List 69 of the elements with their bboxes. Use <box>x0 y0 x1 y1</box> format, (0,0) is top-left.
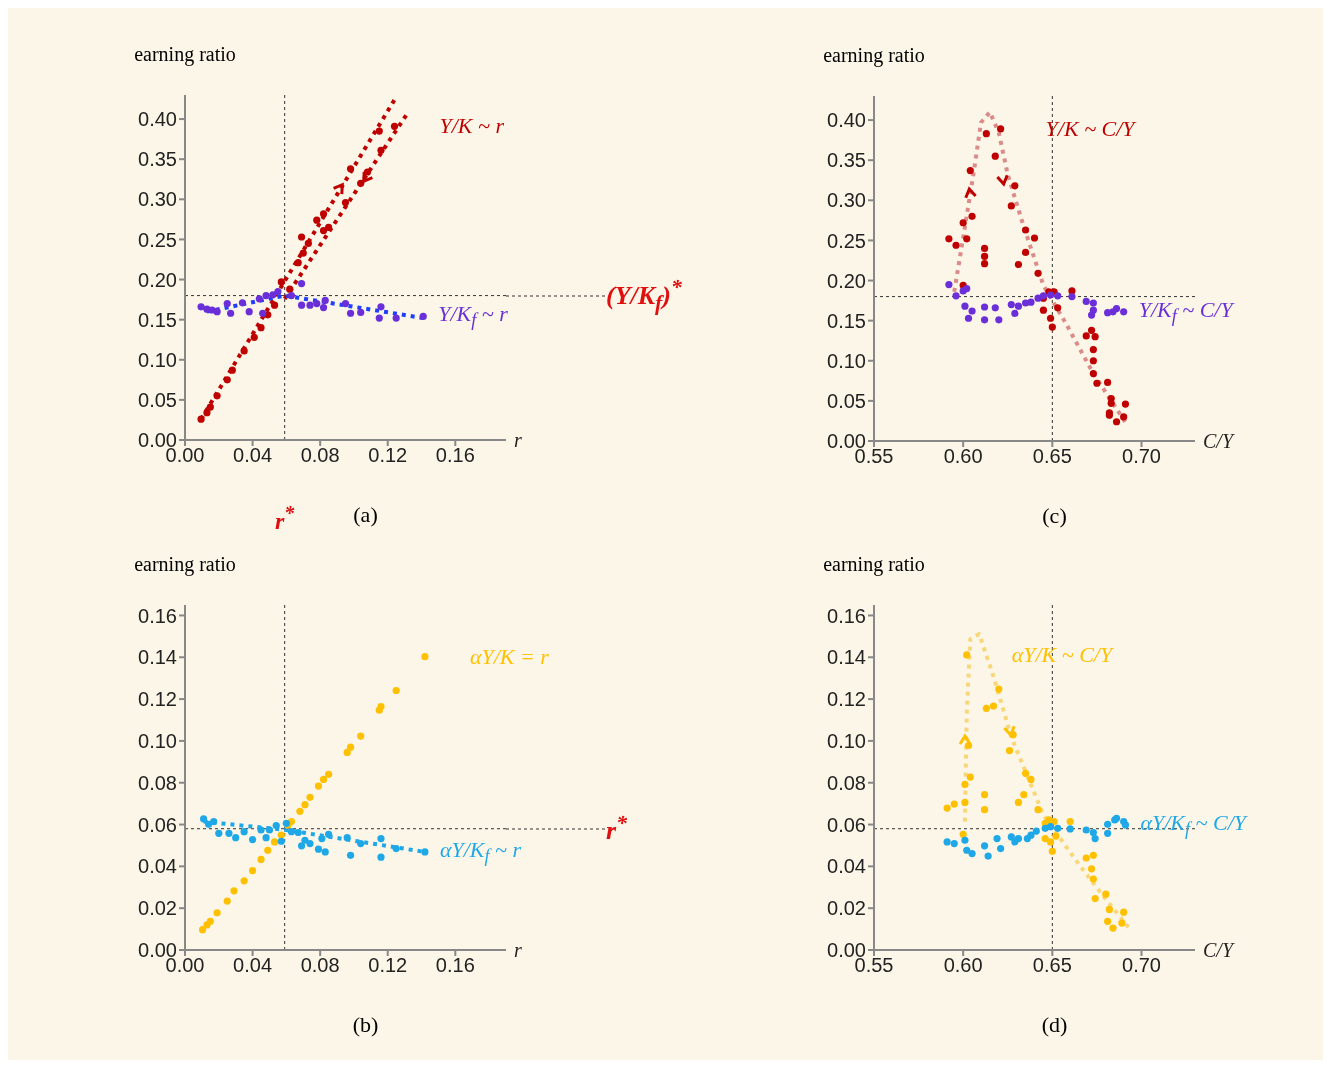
series-label: αY/K = r <box>469 643 549 669</box>
y-tick-label: 0.04 <box>138 855 177 878</box>
y-axis-title: earning ratio <box>823 44 925 66</box>
y-tick-label: 0.12 <box>138 688 177 711</box>
ref-line-label: r$^{*}$ <box>606 810 627 846</box>
y-tick-label: 0.20 <box>138 268 177 291</box>
series-label: Y/K$_{f}$ ~ r <box>438 301 508 331</box>
ref-line-label: (Y/K$_{f}$)$^{*}$ <box>606 275 682 315</box>
y-axis-title: earning ratio <box>134 43 236 65</box>
x-tick-label: 0.60 <box>943 954 983 977</box>
y-tick-label: 0.35 <box>827 149 866 172</box>
y-tick-label: 0.02 <box>138 897 177 920</box>
y-tick-label: 0.25 <box>827 229 866 252</box>
y-tick-label: 0.30 <box>138 188 177 211</box>
y-tick-label: 0.06 <box>827 813 866 836</box>
x-axis-title: r <box>514 938 522 961</box>
y-tick-label: 0.10 <box>827 349 866 372</box>
y-tick-label: 0.04 <box>827 855 866 878</box>
y-tick-label: 0.12 <box>827 688 866 711</box>
y-tick-label: 0.10 <box>827 730 866 753</box>
series-label: Y/K$_{f}$ ~ C/Y <box>1138 296 1233 327</box>
y-tick-label: 0.05 <box>138 388 177 411</box>
y-tick-label: 0.16 <box>827 604 866 627</box>
x-axis-title: C/Y <box>1203 429 1234 452</box>
y-tick-label: 0.08 <box>138 771 177 794</box>
x-tick-label: 0.60 <box>943 445 983 468</box>
y-tick-label: 0.30 <box>827 189 866 212</box>
series-label: αY/K ~ C/Y <box>1011 641 1113 667</box>
series-label: αY/K$_{f}$ ~ r <box>439 836 522 867</box>
text: (c) <box>1042 503 1067 528</box>
y-tick-label: 0.15 <box>138 308 177 331</box>
y-tick-label: 0.40 <box>138 108 177 131</box>
y-axis-title: earning ratio <box>823 553 925 575</box>
x-tick-label: 0.12 <box>368 444 408 467</box>
x-axis-title: r <box>514 428 522 451</box>
series-label: Y/K ~ C/Y <box>1045 115 1135 141</box>
x-tick-label: 0.16 <box>435 444 475 467</box>
x-tick-label: 0.04 <box>233 954 273 977</box>
x-tick-label: 0.16 <box>435 954 475 977</box>
y-tick-label: 0.40 <box>827 109 866 132</box>
y-tick-label: 0.16 <box>138 604 177 627</box>
x-tick-label: 0.65 <box>1032 445 1072 468</box>
y-tick-label: 0.25 <box>138 228 177 251</box>
y-tick-label: 0.06 <box>138 813 177 836</box>
x-tick-label: 0.70 <box>1122 954 1161 977</box>
y-tick-label: 0.20 <box>827 269 866 292</box>
y-tick-label: 0.35 <box>138 148 177 171</box>
y-tick-label: 0.10 <box>138 730 177 753</box>
y-tick-label: 0.08 <box>827 771 866 794</box>
text: (d) <box>1041 1012 1068 1037</box>
text: (a) <box>353 502 378 527</box>
x-tick-label: 0.12 <box>368 954 408 977</box>
y-tick-label: 0.05 <box>827 389 866 412</box>
series-label: αY/K$_{f}$ ~ C/Y <box>1140 809 1247 840</box>
x-tick-label: 0.08 <box>300 954 340 977</box>
text: (b) <box>352 1012 379 1037</box>
y-axis-title: earning ratio <box>134 553 236 575</box>
y-tick-label: 0.14 <box>138 646 177 669</box>
x-tick-label: 0.08 <box>300 444 340 467</box>
y-tick-label: 0.14 <box>827 646 866 669</box>
x-tick-label: 0.65 <box>1032 954 1072 977</box>
x-axis-title: C/Y <box>1203 938 1234 961</box>
x-tick-label: 0.04 <box>233 444 273 467</box>
y-tick-label: 0.15 <box>827 309 866 332</box>
series-label: Y/K ~ r <box>439 113 504 139</box>
y-tick-label: 0.02 <box>827 897 866 920</box>
x-tick-label: 0.70 <box>1122 445 1161 468</box>
y-tick-label: 0.10 <box>138 348 177 371</box>
ref-line-label: r$^{*}$ <box>275 502 295 534</box>
